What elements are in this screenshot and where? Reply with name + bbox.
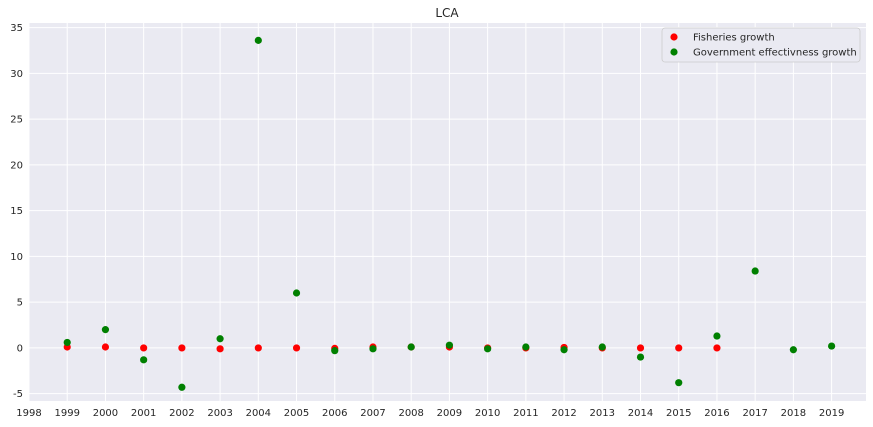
point-series-1	[751, 267, 759, 275]
y-tick-label: -5	[13, 389, 23, 400]
legend-label: Government effectivness growth	[693, 48, 857, 59]
point-series-1	[789, 346, 797, 354]
point-series-1	[598, 343, 606, 351]
x-tick-label: 2003	[207, 408, 232, 419]
x-tick-label: 2018	[781, 408, 806, 419]
grid-lines	[28, 23, 866, 401]
y-tick-label: 35	[10, 23, 23, 34]
x-tick-label: 2000	[93, 408, 118, 419]
x-tick-label: 2001	[131, 408, 156, 419]
x-tick-label: 2004	[246, 408, 271, 419]
point-series-0	[675, 344, 683, 352]
point-series-1	[178, 383, 186, 391]
point-series-0	[216, 345, 224, 353]
x-tick-label: 2015	[666, 408, 691, 419]
x-tick-label: 2013	[590, 408, 615, 419]
x-tick-label: 2011	[513, 408, 538, 419]
y-axis-ticks: -5 0 5 10 15 20 25 30 35	[10, 23, 23, 400]
y-tick-label: 25	[10, 115, 23, 126]
point-series-1	[828, 342, 836, 350]
x-axis-ticks: 1998 1999 2000 2001 2002 2003 2004 2005 2006 2007…	[16, 408, 844, 419]
y-tick-label: 20	[10, 160, 23, 171]
x-tick-label: 2016	[704, 408, 729, 419]
x-tick-label: 2006	[322, 408, 347, 419]
point-series-1	[254, 36, 262, 44]
legend: Fisheries growth Government effectivness …	[661, 27, 861, 63]
x-tick-label: 1999	[54, 408, 79, 419]
point-series-1	[140, 356, 148, 364]
point-series-1	[63, 338, 71, 347]
point-series-1	[331, 347, 339, 355]
x-tick-label: 2017	[742, 408, 767, 419]
point-series-1	[101, 326, 110, 334]
x-tick-label: 2007	[360, 408, 385, 419]
chart-title: LCA	[435, 6, 459, 20]
plot-area	[29, 23, 866, 401]
point-series-0	[178, 344, 186, 352]
point-series-1	[407, 343, 415, 351]
x-tick-label: 2005	[284, 408, 309, 419]
point-series-1	[636, 353, 645, 361]
point-series-0	[140, 344, 148, 352]
y-tick-label: 15	[10, 206, 23, 217]
x-tick-label: 2012	[551, 408, 576, 419]
point-series-1	[560, 346, 568, 354]
legend-marker	[670, 33, 678, 41]
x-tick-label: 2019	[819, 408, 844, 419]
y-tick-label: 5	[17, 298, 23, 309]
y-tick-label: 0	[17, 343, 23, 354]
x-tick-label: 2002	[169, 408, 194, 419]
point-series-1	[484, 345, 492, 353]
point-series-0	[292, 344, 301, 352]
legend-marker	[670, 48, 678, 56]
x-tick-label: 2014	[628, 408, 653, 419]
point-series-1	[369, 345, 377, 353]
point-series-0	[101, 343, 110, 351]
point-series-1	[522, 343, 530, 351]
x-tick-label: 2009	[437, 408, 462, 419]
point-series-1	[675, 379, 683, 387]
y-tick-label: 30	[10, 69, 23, 80]
data-points	[63, 36, 836, 391]
point-series-0	[636, 344, 645, 352]
legend-label: Fisheries growth	[693, 33, 775, 44]
point-series-1	[445, 341, 454, 349]
point-series-1	[713, 332, 721, 340]
point-series-1	[216, 335, 224, 343]
x-tick-label: 2010	[475, 408, 500, 419]
x-tick-label: 2008	[398, 408, 423, 419]
point-series-0	[254, 344, 262, 352]
point-series-0	[713, 344, 721, 352]
x-tick-label: 1998	[16, 408, 41, 419]
legend-box	[661, 27, 861, 63]
point-series-1	[292, 289, 301, 297]
y-tick-label: 10	[10, 252, 23, 263]
